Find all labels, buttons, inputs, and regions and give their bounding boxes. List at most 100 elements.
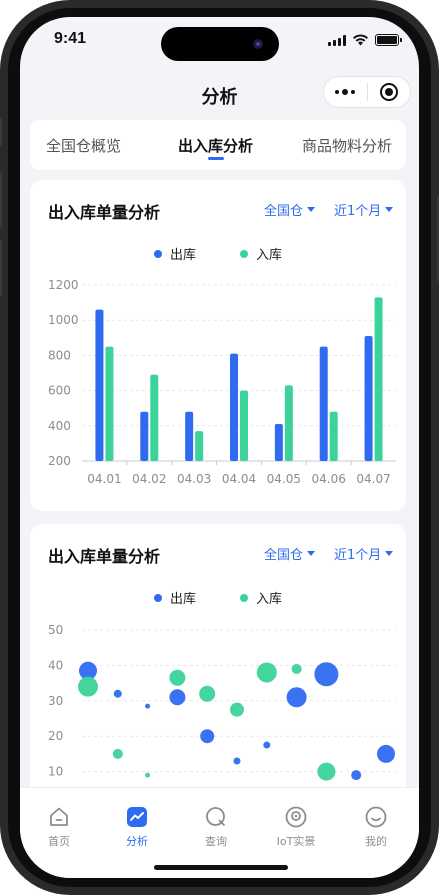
y-tick-label: 1000	[48, 313, 79, 327]
bar-outbound	[274, 424, 283, 461]
volume-up-button	[0, 172, 2, 228]
y-tick-label: 30	[48, 694, 63, 708]
tabbar-home[interactable]: 首页	[29, 805, 89, 849]
inout-bar-card: 出入库单量分析 全国仓 近1个月 出库 入库 200 400 600 800 1000 1	[30, 180, 406, 511]
warehouse-filter[interactable]: 全国仓	[264, 544, 316, 563]
tab-label: 商品物料分析	[302, 136, 393, 155]
tabbar-label: IoT实景	[276, 835, 316, 848]
wifi-icon	[353, 34, 368, 46]
chart-legend: 出库 入库	[30, 588, 406, 607]
point-inbound	[230, 702, 244, 717]
tabbar-profile[interactable]: 我的	[346, 805, 406, 849]
period-filter[interactable]: 近1个月	[334, 544, 394, 563]
home-icon	[50, 807, 68, 826]
point-inbound	[317, 762, 336, 781]
point-outbound	[286, 687, 307, 708]
y-tick-label: 20	[48, 729, 63, 743]
legend-dot-outbound	[153, 593, 162, 602]
y-tick-label: 10	[48, 765, 63, 779]
point-inbound	[199, 685, 216, 702]
status-time: 9:41	[54, 30, 87, 47]
bar-outbound	[319, 346, 328, 461]
tab-goods-analysis[interactable]: 商品物料分析	[302, 120, 392, 170]
tab-inout-analysis[interactable]: 出入库分析	[178, 120, 253, 170]
y-tick-label: 800	[48, 348, 71, 362]
silent-switch	[0, 118, 2, 146]
miniprogram-capsule	[323, 76, 411, 108]
power-button	[437, 196, 439, 282]
more-icon[interactable]	[324, 77, 367, 107]
point-outbound	[233, 757, 241, 765]
bar-outbound	[95, 309, 104, 461]
y-tick-label: 50	[48, 623, 63, 637]
home-indicator	[154, 865, 288, 870]
point-outbound	[351, 770, 362, 781]
tabbar-label: 分析	[126, 835, 148, 848]
top-tabs: 全国仓概览 出入库分析 商品物料分析	[30, 120, 406, 170]
chart-legend: 出库 入库	[30, 244, 406, 263]
x-tick-label: 04.02	[132, 472, 166, 486]
caret-down-icon	[385, 551, 394, 556]
signal-icon	[328, 34, 346, 46]
bar-inbound	[195, 431, 204, 461]
legend-item-inbound[interactable]: 入库	[240, 244, 282, 263]
caret-down-icon	[307, 551, 316, 556]
dynamic-island	[161, 27, 279, 61]
point-inbound	[145, 772, 151, 778]
x-tick-label: 04.03	[177, 472, 211, 486]
point-inbound	[291, 663, 302, 674]
period-filter-label: 近1个月	[334, 204, 382, 219]
scatter-chart: 10 20 30 40 50	[48, 623, 396, 781]
bar-outbound	[364, 336, 373, 461]
camera-icon	[285, 806, 307, 828]
card-title: 出入库单量分析	[48, 203, 161, 222]
tab-label: 出入库分析	[178, 136, 254, 155]
legend-dot-inbound	[240, 593, 248, 602]
point-outbound	[79, 661, 97, 680]
legend-item-outbound[interactable]: 出库	[153, 244, 196, 263]
point-outbound	[113, 689, 122, 698]
tabbar-analysis[interactable]: 分析	[107, 805, 167, 849]
point-inbound	[256, 662, 277, 683]
tabbar-query[interactable]: 查询	[186, 805, 246, 849]
bar-outbound	[140, 411, 149, 461]
point-outbound	[169, 689, 186, 706]
search-icon	[206, 807, 225, 826]
tabbar-iot[interactable]: IoT实景	[266, 805, 326, 849]
bar-inbound	[150, 374, 159, 461]
point-inbound	[78, 676, 98, 697]
x-tick-label: 04.05	[267, 472, 301, 486]
y-tick-label: 200	[48, 454, 71, 468]
nav-bar: 分析	[20, 73, 419, 117]
close-miniprogram-icon[interactable]	[367, 77, 410, 107]
card-title: 出入库单量分析	[48, 547, 161, 566]
tab-warehouse-overview[interactable]: 全国仓概览	[46, 120, 121, 170]
status-icons	[328, 34, 402, 46]
bar-inbound	[374, 297, 383, 461]
legend-item-inbound[interactable]: 入库	[240, 588, 282, 607]
point-inbound	[112, 748, 123, 759]
bottom-tab-bar: 首页 分析 查询	[20, 787, 419, 878]
legend-label: 出库	[169, 592, 196, 607]
bar-inbound	[240, 390, 248, 461]
bar-inbound	[329, 411, 338, 461]
y-tick-label: 1200	[48, 278, 79, 292]
legend-dot-inbound	[240, 249, 248, 258]
warehouse-filter-label: 全国仓	[264, 204, 304, 219]
period-filter-label: 近1个月	[334, 548, 382, 563]
tabbar-label: 查询	[205, 835, 227, 848]
caret-down-icon	[307, 207, 316, 212]
legend-dot-outbound	[153, 249, 162, 258]
screen: 9:41 分析	[20, 17, 419, 878]
bar-outbound	[230, 353, 238, 461]
x-tick-label: 04.04	[222, 472, 256, 486]
period-filter[interactable]: 近1个月	[334, 200, 394, 219]
point-outbound	[314, 662, 339, 687]
y-tick-label: 400	[48, 419, 71, 433]
x-tick-label: 04.06	[312, 472, 346, 486]
point-outbound	[200, 729, 215, 744]
legend-item-outbound[interactable]: 出库	[153, 588, 196, 607]
warehouse-filter[interactable]: 全国仓	[264, 200, 316, 219]
caret-down-icon	[385, 207, 394, 212]
